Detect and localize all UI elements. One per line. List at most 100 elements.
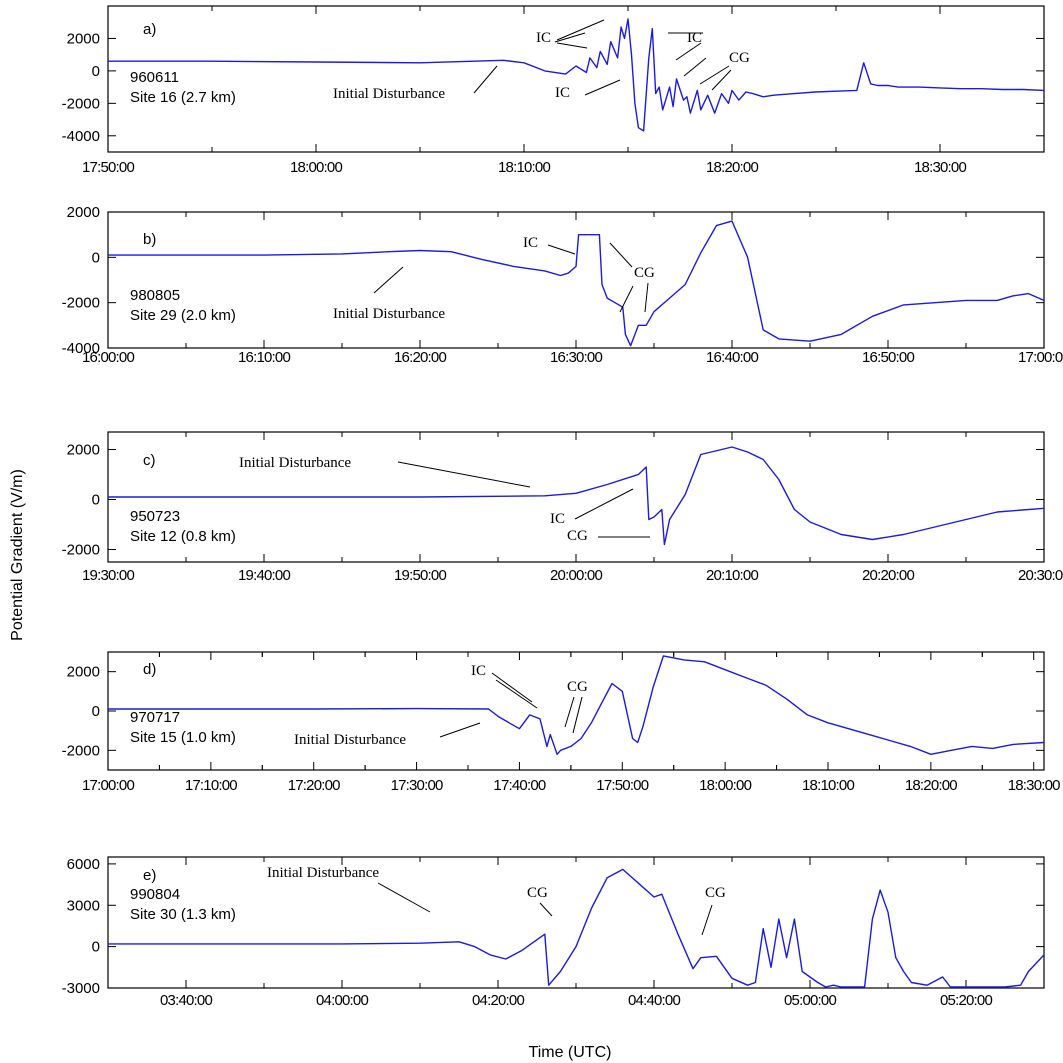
x-tick-label: 18:20:00 xyxy=(905,777,957,794)
annotation-label: Initial Disturbance xyxy=(333,306,445,322)
x-tick-label: 16:20:00 xyxy=(394,349,446,366)
x-tick-label: 17:20:00 xyxy=(288,777,340,794)
x-tick-label: 20:00:00 xyxy=(550,567,602,584)
site-label: Site 30 (1.3 km) xyxy=(130,906,236,923)
annotation-label: IC xyxy=(550,511,565,527)
annotation-leader xyxy=(711,69,732,91)
annotation-label: CG xyxy=(567,528,588,544)
x-tick-label: 16:10:00 xyxy=(238,349,290,366)
x-tick-label: 17:30:00 xyxy=(391,777,443,794)
annotation-leader xyxy=(547,244,576,255)
series-line xyxy=(108,446,1045,546)
annotation-leader xyxy=(439,722,481,738)
x-tick-label: 18:10:00 xyxy=(498,159,550,176)
y-tick-label: 2000 xyxy=(67,664,100,681)
y-tick-label: -2000 xyxy=(62,542,100,559)
site-label: Site 29 (2.0 km) xyxy=(130,307,236,324)
annotation-label: Initial Disturbance xyxy=(239,455,351,471)
site-label: Site 12 (0.8 km) xyxy=(130,528,236,545)
annotation-leader xyxy=(683,57,707,77)
x-tick-label: 17:00:00 xyxy=(82,777,134,794)
event-id: 960611 xyxy=(130,69,179,86)
panel-letter: a) xyxy=(143,21,156,38)
event-id: 980805 xyxy=(130,287,180,304)
x-tick-label: 17:50:00 xyxy=(596,777,648,794)
x-tick-label: 20:10:00 xyxy=(706,567,758,584)
x-tick-label: 05:00:00 xyxy=(784,992,836,1009)
annotation-leader xyxy=(574,488,634,520)
annotation-leader xyxy=(619,285,634,313)
annotation-leader xyxy=(572,696,583,734)
series-line xyxy=(108,18,1045,132)
annotation-leader xyxy=(491,672,533,703)
x-tick-label: 20:30:00 xyxy=(1018,567,1063,584)
x-tick-label: 19:50:00 xyxy=(394,567,446,584)
x-tick-label: 18:00:00 xyxy=(290,159,342,176)
y-tick-label: 6000 xyxy=(67,856,100,873)
x-tick-label: 18:00:00 xyxy=(699,777,751,794)
x-tick-label: 16:50:00 xyxy=(862,349,914,366)
y-tick-label: -4000 xyxy=(62,128,100,145)
x-tick-label: 05:20:00 xyxy=(940,992,992,1009)
x-tick-label: 19:40:00 xyxy=(238,567,290,584)
plot-frame xyxy=(107,651,1045,771)
panel-a: 2000 0 -2000 -4000 17:50:00 18:00:00 18:10:00 1… xyxy=(62,5,1045,176)
annotation-leader xyxy=(377,882,431,913)
event-id: 970717 xyxy=(130,709,180,726)
annotation-label: CG xyxy=(527,885,548,901)
annotation-leader xyxy=(609,242,633,268)
series-line xyxy=(108,655,1045,755)
x-tick-label: 18:20:00 xyxy=(706,159,758,176)
x-tick-label: 03:40:00 xyxy=(160,992,212,1009)
annotation-leader xyxy=(397,461,531,488)
y-tick-label: -2000 xyxy=(62,742,100,759)
x-tick-label: 16:00:00 xyxy=(82,349,134,366)
event-id: 950723 xyxy=(130,508,180,525)
annotation-label: CG xyxy=(729,50,750,66)
series-line xyxy=(108,220,1045,347)
annotation-leader xyxy=(644,282,649,313)
annotation-label: Initial Disturbance xyxy=(294,732,406,748)
x-tick-label: 18:10:00 xyxy=(802,777,854,794)
annotation-label: CG xyxy=(567,679,588,695)
panel-letter: c) xyxy=(143,452,156,469)
x-tick-label: 04:20:00 xyxy=(472,992,524,1009)
annotation-label: Initial Disturbance xyxy=(267,865,379,881)
y-tick-label: 0 xyxy=(92,703,100,720)
annotation-label: CG xyxy=(634,265,655,281)
y-tick-label: 2000 xyxy=(67,442,100,459)
annotation-label: Initial Disturbance xyxy=(333,86,445,102)
annotation-leader xyxy=(539,902,553,917)
site-label: Site 16 (2.7 km) xyxy=(130,89,236,106)
annotation-label: IC xyxy=(687,30,702,46)
x-tick-label: 17:40:00 xyxy=(493,777,545,794)
y-tick-label: -4000 xyxy=(62,340,100,357)
annotation-leader xyxy=(556,42,588,49)
y-tick-label: -2000 xyxy=(62,95,100,112)
annotation-label: IC xyxy=(536,30,551,46)
plot-frame xyxy=(107,856,1045,989)
x-tick-label: 18:30:00 xyxy=(1008,777,1060,794)
annotation-leader xyxy=(373,266,404,294)
panel-e: 6000 3000 0 -3000 03:40:00 04:00:00 04:20:00 04… xyxy=(62,856,1045,1009)
y-tick-label: 2000 xyxy=(67,30,100,47)
x-tick-label: 16:40:00 xyxy=(706,349,758,366)
panel-letter: b) xyxy=(143,231,156,248)
annotation-label: IC xyxy=(471,663,486,679)
series-line xyxy=(108,868,1045,988)
event-id: 990804 xyxy=(130,886,180,903)
annotation-leader xyxy=(473,65,498,94)
annotation-label: CG xyxy=(705,885,726,901)
panel-letter: e) xyxy=(143,867,156,884)
x-tick-label: 17:10:00 xyxy=(185,777,237,794)
annotation-leader xyxy=(556,19,605,41)
x-tick-label: 17:50:00 xyxy=(82,159,134,176)
annotation-label: IC xyxy=(523,235,538,251)
x-tick-label: 17:00:00 xyxy=(1018,349,1063,366)
plot-frame xyxy=(107,211,1045,349)
y-tick-label: 0 xyxy=(92,63,100,80)
x-tick-label: 18:30:00 xyxy=(914,159,966,176)
annotation-leader xyxy=(675,42,702,61)
